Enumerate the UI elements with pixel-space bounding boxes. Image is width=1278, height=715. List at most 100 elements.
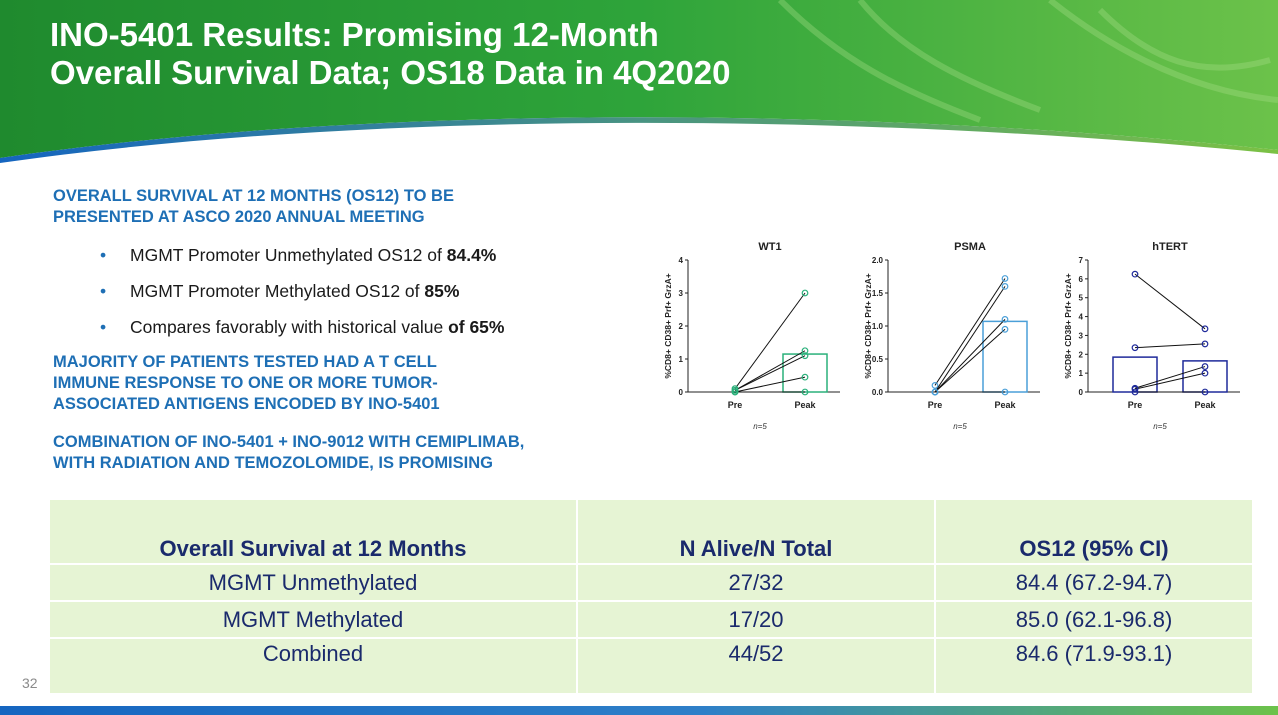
y-axis-label: %CD8+ CD38+ Prf+ GrzA+ <box>1063 273 1073 378</box>
data-point <box>1201 340 1209 348</box>
y-tick-label: 0.0 <box>872 388 884 397</box>
table-cell: 17/20 <box>576 600 936 639</box>
y-tick-label: 1.0 <box>872 322 884 331</box>
x-tick-label: Peak <box>794 400 816 410</box>
y-tick-label: 0.5 <box>872 355 884 364</box>
sample-size-note: n=5 <box>753 422 767 431</box>
header-banner <box>0 0 1278 163</box>
y-tick-label: 2 <box>1079 350 1084 359</box>
data-point <box>1131 388 1139 396</box>
bullet-bold-value: 84.4% <box>446 245 497 265</box>
y-tick-label: 6 <box>1079 275 1084 284</box>
column-header: Overall Survival at 12 Months <box>48 498 578 565</box>
bullet-icon: • <box>100 245 107 265</box>
data-point <box>801 347 809 355</box>
pair-line <box>934 319 1006 393</box>
data-point <box>1001 275 1009 282</box>
bullet-item: • MGMT Promoter Unmethylated OS12 of 84.4… <box>100 243 504 279</box>
y-axis-label: %CD8+ CD38+ Prf+ GrzA+ <box>663 273 673 378</box>
section-heading-line: OVERALL SURVIVAL AT 12 MONTHS (OS12) TO … <box>53 187 454 205</box>
data-point <box>1131 270 1139 278</box>
y-tick-label: 2 <box>679 322 684 331</box>
table-row: Combined 44/52 84.6 (71.9-93.1) <box>48 637 1254 695</box>
bullet-bold-value: of 65% <box>448 317 505 337</box>
bullet-item: • MGMT Promoter Methylated OS12 of 85% <box>100 279 504 315</box>
y-tick-label: 2.0 <box>872 256 884 265</box>
column-header: N Alive/N Total <box>576 498 936 565</box>
title-line-2: Overall Survival Data; OS18 Data in 4Q20… <box>50 54 731 91</box>
table-cell: Combined <box>48 637 578 695</box>
y-tick-label: 4 <box>1079 313 1084 322</box>
data-point <box>1131 385 1139 393</box>
y-tick-label: 4 <box>679 256 684 265</box>
section-heading-line: WITH RADIATION AND TEMOZOLOMIDE, IS PROM… <box>53 454 493 472</box>
chart-title: PSMA <box>954 241 986 253</box>
pair-line <box>1134 343 1206 349</box>
pair-line <box>734 292 806 389</box>
os12-table: Overall Survival at 12 Months N Alive/N … <box>48 498 1254 695</box>
y-tick-label: 1 <box>679 355 684 364</box>
chart-panel: PSMA %CD8+ CD38+ Prf+ GrzA+ 0.0 0.5 1.0 1.5 2.… <box>863 241 1040 431</box>
pair-line <box>734 350 806 391</box>
data-point <box>931 388 939 396</box>
y-tick-label: 0 <box>1079 388 1084 397</box>
section-heading-line: IMMUNE RESPONSE TO ONE OR MORE TUMOR- <box>53 374 438 392</box>
data-point <box>1131 344 1139 352</box>
y-axis-label: %CD8+ CD38+ Prf+ GrzA+ <box>863 273 873 378</box>
immune-response-charts: WT1 %CD8+ CD38+ Prf+ GrzA+ 0 1 2 3 4 Pre Peak n=5… <box>663 241 1240 431</box>
bullet-item: • Compares favorably with historical valu… <box>100 315 504 351</box>
data-point <box>801 352 809 360</box>
x-tick-label: Pre <box>728 400 743 410</box>
x-tick-label: Pre <box>928 400 943 410</box>
data-point <box>1001 315 1009 323</box>
pair-line <box>734 355 806 391</box>
y-tick-label: 3 <box>1079 331 1084 340</box>
section-heading-line: COMBINATION OF INO-5401 + INO-9012 WITH … <box>53 433 525 451</box>
bullet-icon: • <box>100 317 107 337</box>
slide-title: INO-5401 Results: Promising 12-Month Ove… <box>50 16 731 92</box>
x-tick-label: Peak <box>1194 400 1216 410</box>
data-point <box>1201 325 1209 333</box>
table-header-row: Overall Survival at 12 Months N Alive/N … <box>48 498 1254 565</box>
table-cell: 85.0 (62.1-96.8) <box>934 600 1254 639</box>
data-point <box>1201 369 1209 377</box>
title-line-1: INO-5401 Results: Promising 12-Month <box>50 16 659 53</box>
table-row: MGMT Methylated 17/20 85.0 (62.1-96.8) <box>48 600 1254 639</box>
sample-size-note: n=5 <box>953 422 967 431</box>
pair-line <box>1134 366 1206 389</box>
chart-title: WT1 <box>758 241 781 253</box>
bullet-bold-value: 85% <box>424 281 460 301</box>
pair-line <box>1134 273 1206 330</box>
table-cell: 84.4 (67.2-94.7) <box>934 563 1254 602</box>
section-heading-line: ASSOCIATED ANTIGENS ENCODED BY INO-5401 <box>53 395 440 413</box>
table-cell: 84.6 (71.9-93.1) <box>934 637 1254 695</box>
column-header: OS12 (95% CI) <box>934 498 1254 565</box>
x-tick-label: Peak <box>994 400 1016 410</box>
bullet-text: Compares favorably with historical value <box>130 317 449 337</box>
chart-title: hTERT <box>1152 241 1188 253</box>
footer-bar <box>0 706 1278 715</box>
section-heading-line: PRESENTED AT ASCO 2020 ANNUAL MEETING <box>53 208 425 226</box>
chart-panel: hTERT %CD8+ CD38+ Prf+ GrzA+ 0 1 2 3 4 5 6 7 Pre Pe… <box>1063 241 1240 431</box>
section-heading-os12: OVERALL SURVIVAL AT 12 MONTHS (OS12) TO … <box>53 186 454 228</box>
sample-size-note: n=5 <box>1153 422 1167 431</box>
pair-line <box>734 376 806 393</box>
data-point <box>731 388 739 396</box>
bullet-list: • MGMT Promoter Unmethylated OS12 of 84.4… <box>100 243 504 351</box>
section-heading-immune-response: MAJORITY OF PATIENTS TESTED HAD A T CELL… <box>53 352 440 415</box>
table-row: MGMT Unmethylated 27/32 84.4 (67.2-94.7) <box>48 563 1254 602</box>
table-cell: 44/52 <box>576 637 936 695</box>
data-point <box>1201 388 1209 396</box>
data-point <box>1001 325 1009 333</box>
y-tick-label: 1 <box>1079 369 1084 378</box>
table-cell: 27/32 <box>576 563 936 602</box>
data-point <box>801 388 809 396</box>
data-point <box>1201 363 1209 370</box>
section-heading-line: MAJORITY OF PATIENTS TESTED HAD A T CELL <box>53 353 437 371</box>
data-point <box>801 373 809 381</box>
data-point <box>931 381 939 389</box>
data-point <box>1001 388 1009 396</box>
data-point <box>1001 283 1009 290</box>
pair-line <box>934 278 1006 386</box>
data-point <box>801 289 809 297</box>
